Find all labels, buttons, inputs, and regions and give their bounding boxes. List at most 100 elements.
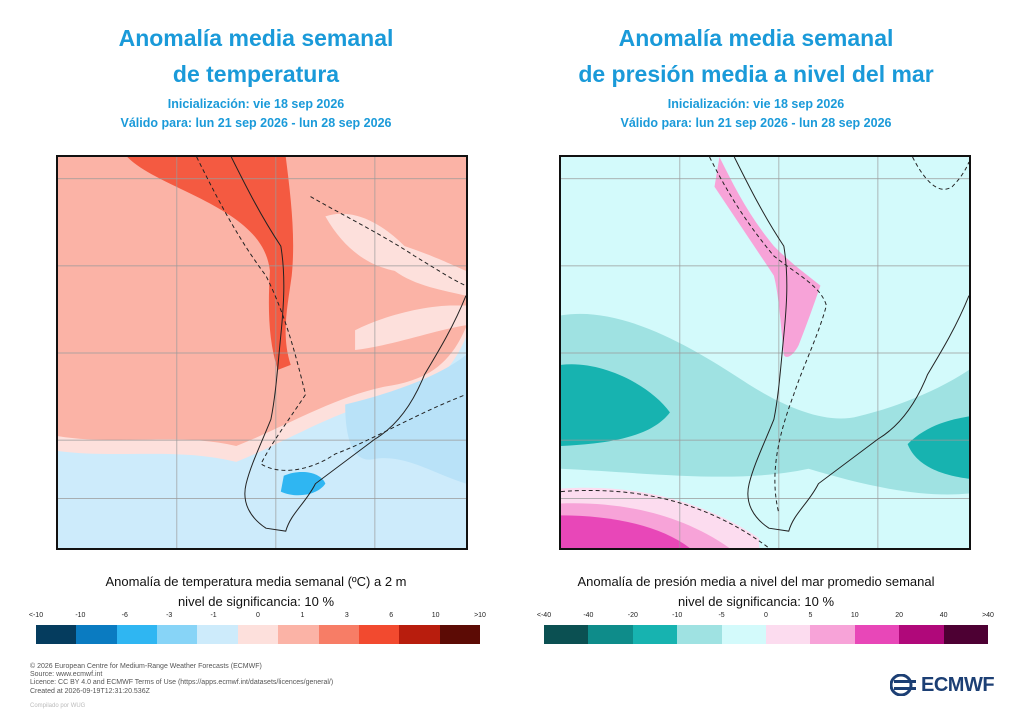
pressure-caption-line1: Anomalía de presión media a nivel del ma… bbox=[577, 574, 935, 589]
temperature-caption-line1: Anomalía de temperatura media semanal (º… bbox=[105, 574, 407, 589]
footer-copyright: © 2026 European Centre for Medium-Range … bbox=[30, 663, 262, 670]
pressure-caption-line2: nivel de significancia: 10 % bbox=[677, 594, 835, 609]
pressure-panel: Anomalía media semanal de presión media … bbox=[500, 0, 1012, 700]
temp-light-patch-e bbox=[355, 305, 466, 351]
pressure-anomaly-map bbox=[559, 155, 971, 550]
temperature-meta: Inicialización: vie 18 sep 2026 Válido p… bbox=[0, 95, 512, 133]
legend-swatch bbox=[810, 625, 855, 644]
temperature-title-line1: Anomalía media semanal bbox=[118, 25, 394, 51]
legend-swatch bbox=[721, 625, 767, 644]
legend-tick-label: 10 bbox=[431, 612, 440, 619]
temp-significance-contour bbox=[196, 157, 466, 471]
pressure-andes-positive bbox=[714, 157, 821, 357]
legend-tick-label: -10 bbox=[672, 612, 683, 619]
pressure-valid-range: Válido para: lun 21 sep 2026 - lun 28 se… bbox=[620, 116, 892, 130]
legend-tick-label: 5 bbox=[808, 612, 813, 619]
legend-tick-label: <-40 bbox=[536, 612, 552, 619]
legend-swatch bbox=[899, 625, 944, 644]
legend-swatch bbox=[588, 625, 633, 644]
legend-tick-label: 6 bbox=[389, 612, 394, 619]
pressure-legend: <-40 -40 -20 -10 -5 0 5 10 20 40 >40 bbox=[537, 612, 994, 646]
pressure-title: Anomalía media semanal de presión media … bbox=[500, 20, 1012, 92]
pressure-title-line1: Anomalía media semanal bbox=[618, 25, 894, 51]
legend-swatch bbox=[439, 625, 480, 644]
temp-significance-contour-2 bbox=[310, 196, 466, 287]
legend-swatch bbox=[318, 625, 359, 644]
legend-tick-label: >10 bbox=[474, 612, 486, 619]
legend-tick-label: -3 bbox=[166, 612, 173, 619]
legend-tick-label: -20 bbox=[627, 612, 638, 619]
legend-tick-label: -10 bbox=[75, 612, 86, 619]
temperature-legend-bar bbox=[36, 625, 480, 644]
pressure-coastline bbox=[733, 157, 969, 532]
legend-swatch bbox=[36, 625, 77, 644]
legend-swatch bbox=[544, 625, 589, 644]
legend-swatch bbox=[358, 625, 400, 644]
legend-swatch bbox=[766, 625, 811, 644]
legend-tick-label: 0 bbox=[764, 612, 768, 619]
footer-credits: © 2026 European Centre for Medium-Range … bbox=[30, 663, 333, 696]
pressure-legend-bar bbox=[544, 625, 989, 644]
ecmwf-logo: ECMWF bbox=[890, 672, 995, 698]
temp-light-patch-ne bbox=[325, 213, 466, 296]
temperature-legend: <-10 -10 -6 -3 -1 0 1 3 6 10 >10 bbox=[29, 612, 486, 646]
legend-swatch bbox=[632, 625, 678, 644]
pressure-pos-20 bbox=[561, 515, 690, 548]
legend-swatch bbox=[399, 625, 440, 644]
legend-swatch bbox=[854, 625, 900, 644]
legend-tick-label: -5 bbox=[718, 612, 725, 619]
temp-coastline bbox=[230, 157, 466, 532]
pressure-low-east bbox=[907, 416, 969, 479]
legend-swatch bbox=[76, 625, 117, 644]
temp-warm-band bbox=[127, 157, 294, 370]
legend-tick-label: 10 bbox=[850, 612, 859, 619]
pressure-caption: Anomalía de presión media a nivel del ma… bbox=[500, 572, 1012, 612]
legend-tick-label: <-10 bbox=[28, 612, 44, 619]
legend-swatch bbox=[677, 625, 722, 644]
legend-tick-label: >40 bbox=[982, 612, 994, 619]
temperature-anomaly-map bbox=[56, 155, 468, 550]
footer-licence: Licence: CC BY 4.0 and ECMWF Terms of Us… bbox=[30, 679, 334, 687]
temp-cold-patch bbox=[280, 472, 326, 496]
temp-cool-southeast bbox=[345, 354, 466, 484]
legend-swatch bbox=[237, 625, 279, 644]
temperature-valid-range: Válido para: lun 21 sep 2026 - lun 28 se… bbox=[120, 116, 392, 130]
temp-gridlines bbox=[58, 157, 466, 548]
legend-tick-label: 0 bbox=[256, 612, 260, 619]
pressure-init-date: Inicialización: vie 18 sep 2026 bbox=[667, 97, 845, 111]
legend-tick-label: -40 bbox=[583, 612, 594, 619]
pressure-meta: Inicialización: vie 18 sep 2026 Válido p… bbox=[500, 95, 1012, 133]
ecmwf-logo-icon bbox=[890, 674, 916, 696]
temperature-caption: Anomalía de temperatura media semanal (º… bbox=[0, 572, 512, 612]
ecmwf-logo-text: ECMWF bbox=[921, 673, 995, 696]
legend-tick-label: -1 bbox=[210, 612, 217, 619]
pressure-significance-contour bbox=[709, 157, 827, 514]
temperature-caption-line2: nivel de significancia: 10 % bbox=[177, 594, 335, 609]
footer-compiled-by: Compilado por WUG bbox=[30, 703, 86, 709]
legend-tick-label: 3 bbox=[344, 612, 349, 619]
temperature-legend-ticks: <-10 -10 -6 -3 -1 0 1 3 6 10 >10 bbox=[29, 612, 486, 624]
temperature-init-date: Inicialización: vie 18 sep 2026 bbox=[167, 97, 345, 111]
pressure-gridlines bbox=[561, 157, 969, 548]
pressure-legend-ticks: <-40 -40 -20 -10 -5 0 5 10 20 40 >40 bbox=[537, 612, 994, 624]
legend-swatch bbox=[943, 625, 989, 644]
temperature-map-graphic bbox=[58, 157, 466, 548]
legend-tick-label: 1 bbox=[300, 612, 305, 619]
temperature-title-line2: de temperatura bbox=[172, 61, 340, 87]
footer-created: Created at 2026-09-19T12:31:20.536Z bbox=[30, 687, 150, 695]
pressure-significance-contour-3 bbox=[912, 157, 969, 190]
footer-source: Source: www.ecmwf.int bbox=[30, 671, 103, 679]
temperature-title: Anomalía media semanal de temperatura bbox=[0, 20, 512, 92]
legend-swatch bbox=[157, 625, 198, 644]
pressure-significance-contour-2 bbox=[561, 489, 770, 548]
pressure-low-west bbox=[561, 364, 670, 447]
pressure-band-minus10 bbox=[561, 313, 969, 495]
legend-tick-label: 40 bbox=[939, 612, 948, 619]
legend-tick-label: 20 bbox=[895, 612, 904, 619]
legend-swatch bbox=[197, 625, 238, 644]
temp-cool-south bbox=[58, 335, 466, 548]
pressure-title-line2: de presión media a nivel del mar bbox=[578, 61, 934, 87]
pressure-map-graphic bbox=[561, 157, 969, 548]
legend-swatch bbox=[116, 625, 158, 644]
legend-tick-label: -6 bbox=[121, 612, 128, 619]
